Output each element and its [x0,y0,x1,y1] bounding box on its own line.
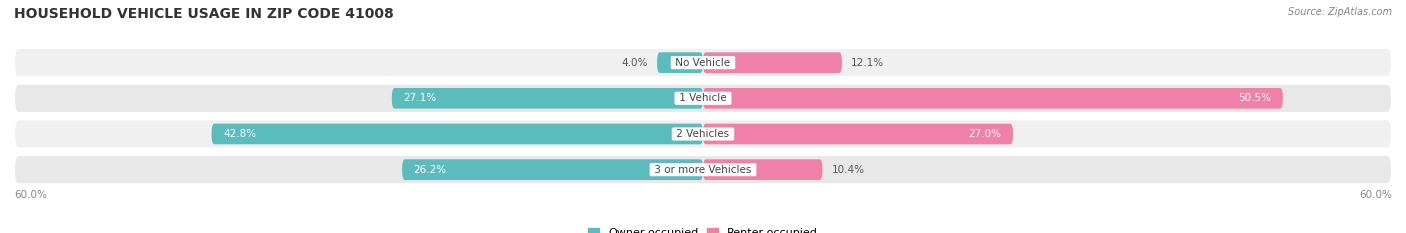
Text: 1 Vehicle: 1 Vehicle [676,93,730,103]
Text: 60.0%: 60.0% [1360,190,1392,200]
Text: 2 Vehicles: 2 Vehicles [673,129,733,139]
FancyBboxPatch shape [392,88,703,109]
Text: 12.1%: 12.1% [851,58,884,68]
Text: 3 or more Vehicles: 3 or more Vehicles [651,165,755,175]
Text: 42.8%: 42.8% [224,129,256,139]
Text: 4.0%: 4.0% [621,58,648,68]
FancyBboxPatch shape [14,84,1392,113]
Text: No Vehicle: No Vehicle [672,58,734,68]
FancyBboxPatch shape [657,52,703,73]
FancyBboxPatch shape [14,48,1392,77]
Legend: Owner-occupied, Renter-occupied: Owner-occupied, Renter-occupied [588,228,818,233]
FancyBboxPatch shape [14,155,1392,184]
Text: 60.0%: 60.0% [14,190,46,200]
FancyBboxPatch shape [703,159,823,180]
FancyBboxPatch shape [703,88,1282,109]
FancyBboxPatch shape [703,52,842,73]
FancyBboxPatch shape [14,119,1392,149]
FancyBboxPatch shape [703,124,1012,144]
Text: 26.2%: 26.2% [413,165,447,175]
Text: 27.0%: 27.0% [969,129,1001,139]
FancyBboxPatch shape [402,159,703,180]
Text: 27.1%: 27.1% [404,93,436,103]
Text: Source: ZipAtlas.com: Source: ZipAtlas.com [1288,7,1392,17]
Text: HOUSEHOLD VEHICLE USAGE IN ZIP CODE 41008: HOUSEHOLD VEHICLE USAGE IN ZIP CODE 4100… [14,7,394,21]
Text: 10.4%: 10.4% [831,165,865,175]
FancyBboxPatch shape [211,124,703,144]
Text: 50.5%: 50.5% [1239,93,1271,103]
